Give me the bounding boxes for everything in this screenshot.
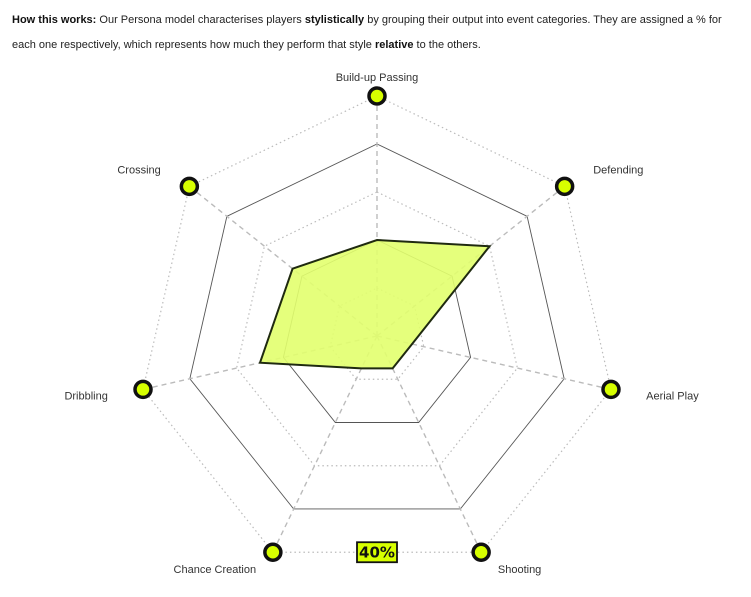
intro-text-part2: by grouping their output into event cate… — [12, 14, 722, 51]
radar-markers — [133, 86, 621, 562]
axis-label-chance-creation: Chance Creation — [174, 564, 257, 576]
axis-marker-build-up-passing — [367, 86, 387, 106]
highlight-value-badge — [356, 541, 398, 564]
intro-lead: How this works: — [12, 14, 97, 26]
radar-labels: Build-up Passing Defending Aerial Play Shoo… — [64, 72, 699, 576]
intro-bold-relative: relative — [374, 39, 414, 51]
axis-marker-dribbling — [133, 379, 153, 400]
intro-bold-stylistically: stylistically — [304, 14, 365, 26]
axis-label-shooting: Shooting — [498, 564, 541, 576]
highlight-value-text: 40% — [359, 544, 395, 562]
radar-spoke-chance-creation — [272, 335, 378, 553]
radar-ring-60 — [235, 191, 519, 467]
radar-ring-80 — [189, 143, 565, 510]
axis-label-defending: Defending — [593, 164, 643, 176]
axis-marker-defending — [554, 176, 575, 197]
radar-spoke-shooting — [376, 335, 482, 553]
axis-label-dribbling: Dribbling — [64, 391, 107, 403]
intro-text-part1: Our Persona model characterises players — [96, 14, 305, 26]
radar-series — [258, 238, 492, 370]
axis-marker-chance-creation — [263, 542, 283, 562]
axis-marker-shooting — [471, 542, 491, 562]
intro-text: How this works: Our Persona model charac… — [12, 8, 742, 58]
radar-series-area — [258, 238, 492, 370]
radar-spoke-aerial-play — [376, 335, 612, 391]
axis-marker-aerial-play — [601, 379, 621, 400]
axis-marker-crossing — [179, 176, 200, 197]
intro-text-part3: to the others. — [413, 39, 481, 51]
axis-label-build-up-passing: Build-up Passing — [336, 72, 419, 84]
axis-label-crossing: Crossing — [117, 164, 160, 176]
axis-label-aerial-play: Aerial Play — [646, 391, 699, 403]
